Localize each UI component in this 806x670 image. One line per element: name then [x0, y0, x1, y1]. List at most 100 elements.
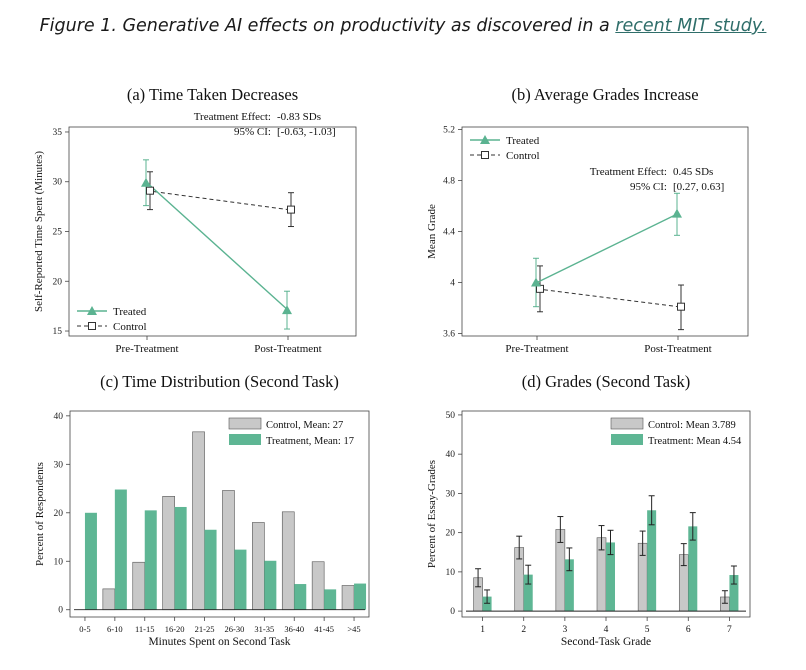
- annotation-ci-label: 95% CI:: [630, 181, 667, 193]
- y-axis-label: Mean Grade: [426, 204, 438, 259]
- legend: Treated Control: [77, 306, 147, 333]
- control-bar: [132, 561, 146, 611]
- x-tick-label: 41-45: [314, 624, 334, 634]
- y-axis-label: Self-Reported Time Spent (Minutes): [33, 151, 45, 312]
- legend-control-swatch: [228, 417, 262, 430]
- y-tick-label: 10: [446, 568, 456, 578]
- annotation-ci-value: [0.27, 0.63]: [673, 181, 724, 193]
- plot-frame: [461, 126, 749, 337]
- panel-2: (c) Time Distribution (Second Task) 0 10 20…: [34, 372, 370, 648]
- x-tick-label: 31-35: [254, 624, 274, 634]
- treatment-bar: [204, 529, 217, 610]
- x-tick-label: 7: [727, 625, 732, 635]
- treated-marker: [282, 305, 292, 315]
- y-tick-label: 30: [54, 460, 64, 470]
- treatment-bar: [114, 489, 127, 610]
- control-line: [536, 288, 679, 308]
- y-tick-label: 50: [446, 411, 456, 421]
- x-tick-label: 26-30: [225, 624, 245, 634]
- y-tick-label: 20: [54, 509, 64, 519]
- y-tick-label: 20: [53, 277, 63, 287]
- legend-control-label: Control: Mean 3.789: [648, 420, 736, 431]
- x-tick-label: 0-5: [79, 624, 90, 634]
- control-bar: [192, 431, 205, 611]
- panel-title: (d) Grades (Second Task): [522, 372, 691, 391]
- legend-control-label: Control: [113, 321, 147, 333]
- y-tick-label: 40: [54, 412, 64, 422]
- legend-treatment-swatch: [229, 434, 261, 445]
- control-bar: [102, 588, 116, 611]
- treatment-bar: [144, 510, 157, 610]
- legend-control-swatch: [610, 417, 644, 430]
- x-tick-label: 6: [686, 625, 691, 635]
- y-tick-label: 30: [446, 489, 456, 499]
- legend-treated-label: Treated: [506, 135, 540, 147]
- y-tick-label: 4: [450, 278, 455, 288]
- legend: Control, Mean: 27 Treatment, Mean: 17: [228, 417, 354, 447]
- treatment-bar: [324, 589, 337, 610]
- control-bar: [281, 511, 295, 611]
- treated-marker: [672, 208, 682, 218]
- x-tick-label: 5: [645, 625, 650, 635]
- x-tick-label: 6-10: [107, 624, 123, 634]
- control-marker: [287, 205, 295, 214]
- y-tick-label: 0: [450, 607, 455, 617]
- x-tick-label: Pre-Treatment: [505, 343, 568, 355]
- y-axis-label: Percent of Respondents: [34, 462, 46, 566]
- x-tick-label: 21-25: [195, 624, 215, 634]
- treatment-bar: [294, 584, 307, 610]
- legend-treatment-label: Treatment: Mean 4.54: [648, 436, 742, 447]
- treatment-effect-annotation: Treatment Effect: -0.83 SDs 95% CI: [-0.63,…: [194, 111, 336, 138]
- treatment-bar: [564, 559, 574, 612]
- annotation-effect-label: Treatment Effect:: [194, 111, 271, 123]
- y-tick-label: 25: [53, 228, 63, 238]
- treatment-bar: [606, 542, 615, 612]
- legend: Control: Mean 3.789 Treatment: Mean 4.54: [610, 417, 742, 447]
- y-tick-label: 35: [53, 128, 63, 138]
- annotation-effect-label: Treatment Effect:: [590, 166, 667, 178]
- treatment-bar: [729, 575, 739, 612]
- y-axis-label: Percent of Essay-Grades: [426, 460, 438, 568]
- treated-line: [146, 182, 289, 311]
- control-bar: [252, 522, 265, 611]
- annotation-ci-value: [-0.63, -1.03]: [277, 126, 336, 138]
- panel-title: (b) Average Grades Increase: [511, 85, 698, 104]
- treatment-bar: [264, 560, 277, 610]
- treatment-bar: [482, 596, 492, 612]
- treatment-bar: [174, 506, 187, 610]
- legend-treatment-label: Treatment, Mean: 17: [266, 436, 354, 447]
- y-tick-label: 40: [446, 450, 456, 460]
- legend: Treated Control: [470, 135, 540, 162]
- treatment-bar: [354, 583, 367, 610]
- control-marker: [146, 186, 154, 195]
- y-tick-label: 20: [446, 529, 456, 539]
- annotation-effect-value: -0.83 SDs: [277, 111, 321, 123]
- treatment-bar: [647, 510, 657, 612]
- control-marker: [677, 302, 685, 311]
- treatment-bar: [234, 549, 247, 610]
- panel-title: (c) Time Distribution (Second Task): [100, 372, 339, 391]
- x-tick-label: 4: [604, 625, 609, 635]
- panel-0: (a) Time Taken Decreases 15 20 25 30 35 Self-R…: [33, 85, 357, 355]
- y-tick-label: 4.4: [443, 228, 455, 238]
- x-tick-label: 1: [480, 625, 485, 635]
- legend-control-marker: [88, 322, 96, 330]
- treatment-bar: [523, 574, 533, 612]
- y-tick-label: 15: [53, 327, 63, 337]
- x-tick-label: 11-15: [135, 624, 155, 634]
- annotation-ci-label: 95% CI:: [234, 126, 271, 138]
- y-tick-label: 3.6: [443, 329, 455, 339]
- y-tick-label: 10: [54, 557, 64, 567]
- legend-treated-marker: [87, 306, 97, 315]
- legend-treatment-swatch: [611, 434, 643, 445]
- control-bar: [222, 490, 235, 611]
- control-bar: [162, 496, 175, 611]
- x-tick-label: 2: [521, 625, 526, 635]
- y-tick-label: 4.8: [443, 177, 455, 187]
- control-line: [146, 190, 289, 211]
- y-tick-label: 5.2: [443, 126, 455, 136]
- mit-study-link[interactable]: recent MIT study.: [615, 16, 767, 36]
- x-tick-label: Post-Treatment: [254, 343, 321, 355]
- legend-treated-label: Treated: [113, 306, 147, 318]
- control-bar: [341, 585, 355, 611]
